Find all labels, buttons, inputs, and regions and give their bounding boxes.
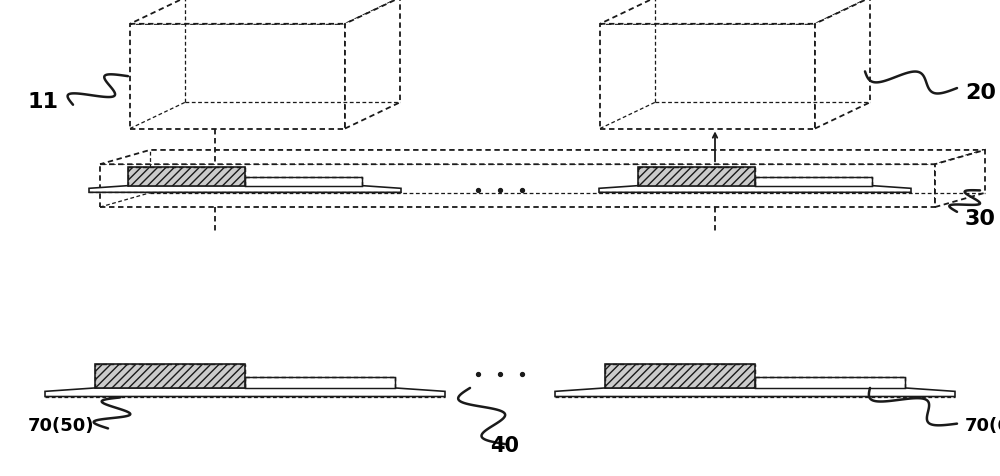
Polygon shape xyxy=(100,150,985,164)
Polygon shape xyxy=(45,388,445,397)
Polygon shape xyxy=(935,150,985,207)
Polygon shape xyxy=(600,0,870,24)
Text: 40: 40 xyxy=(490,436,520,456)
Text: 30: 30 xyxy=(965,209,996,229)
Polygon shape xyxy=(599,186,911,192)
Text: 20: 20 xyxy=(965,83,996,103)
Text: 70(60): 70(60) xyxy=(965,417,1000,435)
Polygon shape xyxy=(638,167,755,186)
Text: 70(50): 70(50) xyxy=(28,417,94,435)
Polygon shape xyxy=(100,164,935,207)
Polygon shape xyxy=(555,388,955,397)
Polygon shape xyxy=(815,0,870,129)
Polygon shape xyxy=(605,364,755,388)
Text: 11: 11 xyxy=(28,92,59,112)
Polygon shape xyxy=(245,377,395,388)
Polygon shape xyxy=(130,24,345,129)
Polygon shape xyxy=(345,0,400,129)
Polygon shape xyxy=(128,167,245,186)
Polygon shape xyxy=(95,364,245,388)
Polygon shape xyxy=(245,177,362,186)
Polygon shape xyxy=(755,377,905,388)
Polygon shape xyxy=(130,0,400,24)
Polygon shape xyxy=(600,24,815,129)
Polygon shape xyxy=(755,177,872,186)
Polygon shape xyxy=(89,186,401,192)
